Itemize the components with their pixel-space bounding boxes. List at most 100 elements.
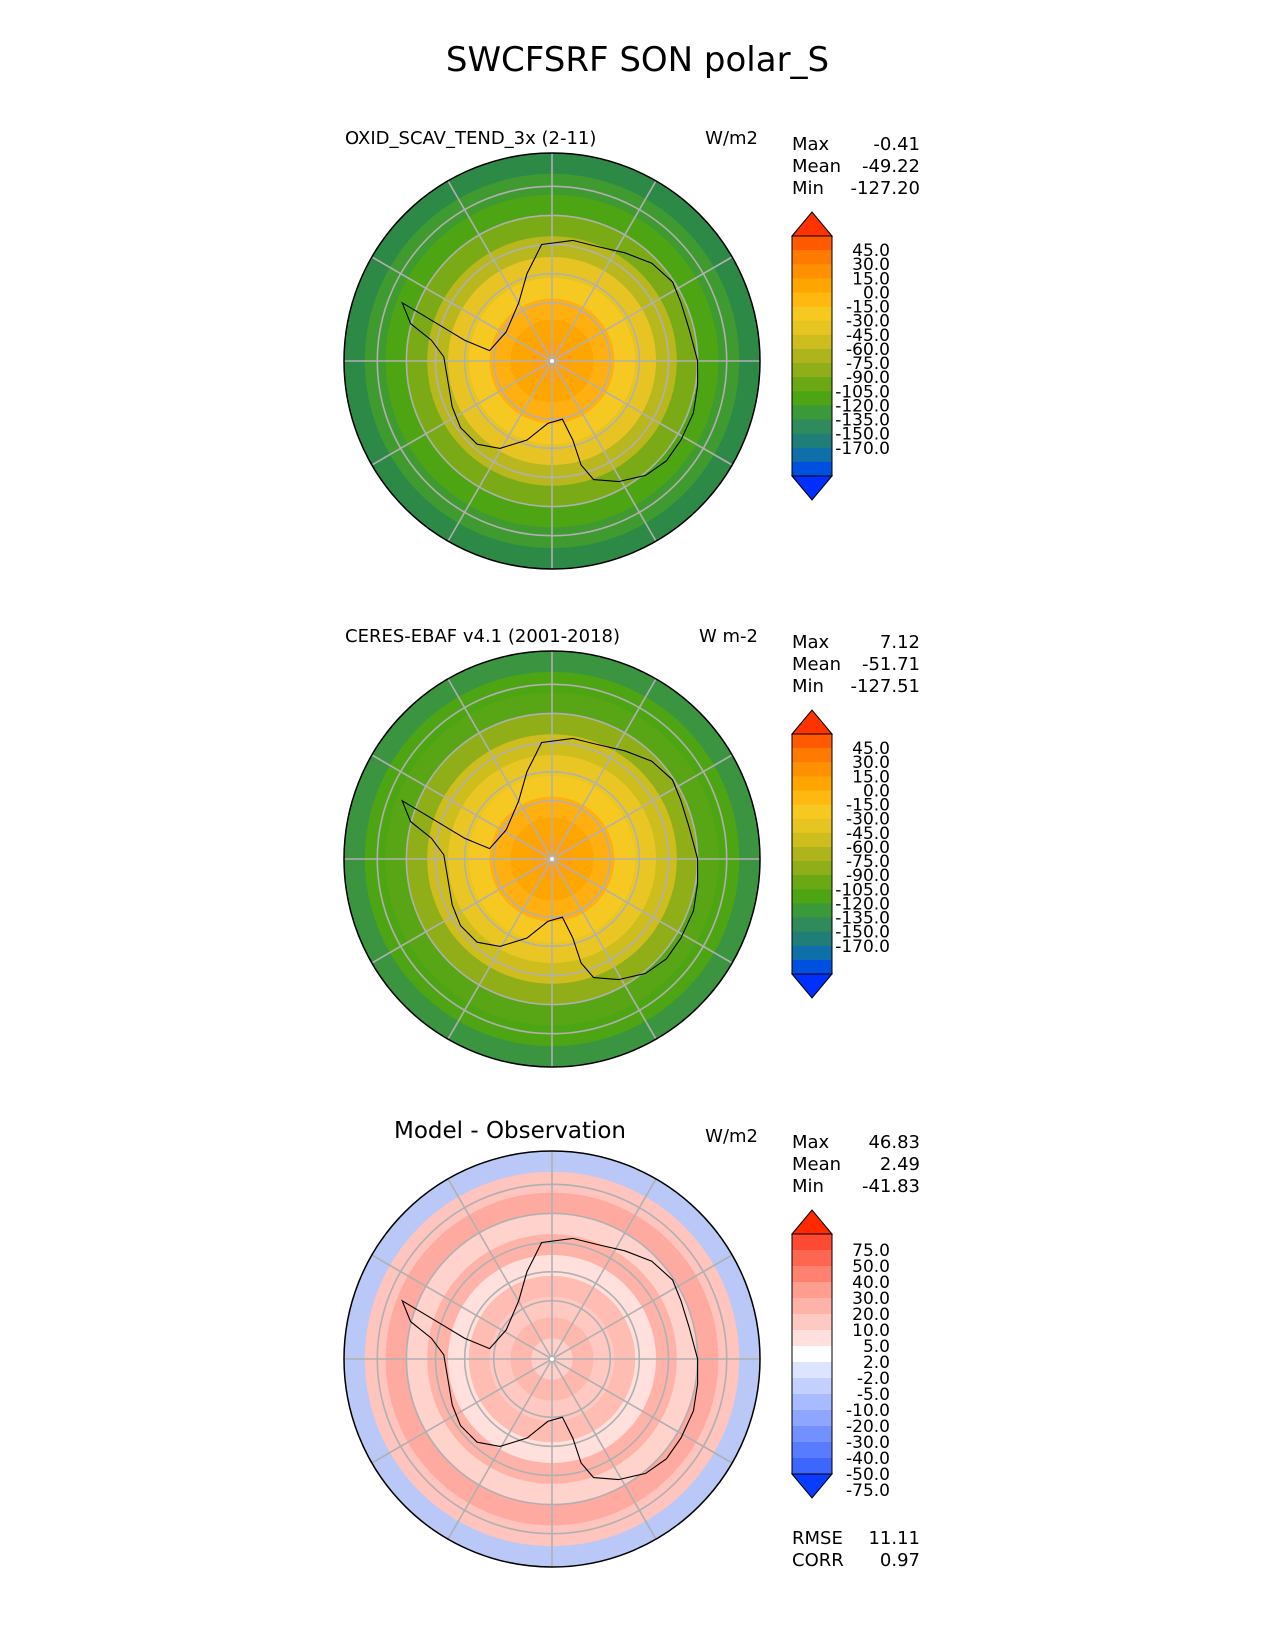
meridian-gridline — [551, 1254, 733, 1360]
meridian-gridline — [551, 180, 657, 362]
colorbar-segment — [792, 461, 832, 477]
meridian-gridline — [447, 858, 553, 1040]
colorbar-tick-label: 40.0 — [852, 1273, 890, 1293]
colorbar-segment — [792, 264, 832, 279]
colorbar-segment — [792, 832, 832, 848]
colorbar-segment — [792, 447, 832, 463]
colorbar-segment — [792, 818, 832, 834]
colorbar-tick-label: -40.0 — [846, 1449, 890, 1469]
panel-diff: Model - Observation W/m2 Max 46.83 Mean 2.… — [0, 1118, 1275, 1606]
colorbar-segment — [792, 278, 832, 293]
colorbar-segment — [792, 419, 832, 435]
meridian-gridline — [371, 1254, 553, 1360]
pole-marker — [550, 1357, 554, 1361]
colorbar-segment — [792, 945, 832, 961]
colorbar-tick-label: -90.0 — [846, 368, 890, 388]
panel-test: OXID_SCAV_TEND_3x (2-11) W/m2 Max -0.41 M… — [0, 128, 1275, 608]
colorbar-segment — [792, 1234, 832, 1251]
colorbar-segment — [792, 1282, 832, 1299]
antarctica-coastline — [401, 1237, 699, 1481]
colorbar-segment — [792, 931, 832, 947]
colorbar-segment — [792, 959, 832, 975]
stats-box: Max 7.12 Mean -51.71 Min -127.51 — [792, 632, 920, 698]
colorbar-tick-label: -30.0 — [846, 1433, 890, 1453]
colorbar-tick-label: 15.0 — [852, 269, 890, 289]
colorbar-tick-label: 45.0 — [852, 241, 890, 261]
colorbar-segment — [792, 1362, 832, 1379]
stat-mean: Mean -51.71 — [792, 654, 920, 675]
meridian-gridline — [371, 1358, 553, 1464]
colorbar-tick-label: -170.0 — [835, 937, 890, 957]
colorbar-segment — [792, 320, 832, 336]
colorbar-tick-label: -60.0 — [846, 838, 890, 858]
panel-obs: CERES-EBAF v4.1 (2001-2018) W m-2 Max 7.1… — [0, 626, 1275, 1106]
stat-min: Min -127.20 — [792, 178, 920, 199]
colorbar-tick-label: 20.0 — [852, 1305, 890, 1325]
colorbar-tick-label: 5.0 — [863, 1337, 890, 1357]
colorbar-segment — [792, 804, 832, 820]
colorbar-segment — [792, 917, 832, 933]
colorbar-segment — [792, 790, 832, 806]
colorbar-tick-label: -15.0 — [846, 298, 890, 318]
colorbar-tick-label: 45.0 — [852, 739, 890, 759]
meridian-gridline — [371, 360, 553, 466]
colorbar-tick-label: 0.0 — [863, 781, 890, 801]
colorbar-tick-label: -20.0 — [846, 1417, 890, 1437]
meridian-gridline — [447, 678, 553, 860]
colorbar-segment — [792, 377, 832, 392]
colorbar-tick-label: 15.0 — [852, 767, 890, 787]
colorbar-tick-label: -120.0 — [835, 894, 890, 914]
colorbar-tick-label: 75.0 — [852, 1241, 890, 1261]
pole-marker — [550, 359, 554, 363]
colorbar: 45.030.015.00.0-15.0-30.0-45.0-60.0-75.0… — [790, 709, 890, 999]
colorbar-segment — [792, 306, 832, 322]
stat-max: Max -0.41 — [792, 134, 920, 155]
panel-title: Model - Observation — [393, 1118, 627, 1144]
colorbar-segment — [792, 405, 832, 421]
colorbar-tick-label: 30.0 — [852, 753, 890, 773]
meridian-gridline — [371, 256, 553, 362]
figure-title: SWCFSRF SON polar_S — [445, 40, 830, 80]
stat-mean: Mean 2.49 — [792, 1154, 920, 1175]
antarctica-coastline — [401, 239, 699, 483]
colorbar-segment — [792, 762, 832, 777]
colorbar-segment — [792, 250, 832, 265]
meridian-gridline — [551, 360, 657, 542]
colorbar-tick-label: 0.0 — [863, 283, 890, 303]
colorbar-segment — [792, 776, 832, 791]
colorbar-segment — [792, 348, 832, 364]
stat-mean: Mean -49.22 — [792, 156, 920, 177]
colorbar-tick-label: -135.0 — [835, 909, 890, 929]
colorbar-tick-label: -60.0 — [846, 340, 890, 360]
meridian-gridline — [551, 1358, 657, 1540]
colorbar-tick-label: -150.0 — [835, 923, 890, 943]
colorbar-extend-max — [790, 709, 834, 735]
stats-box: Max -0.41 Mean -49.22 Min -127.20 — [792, 134, 920, 200]
colorbar-segment — [792, 861, 832, 876]
colorbar-segment — [792, 391, 832, 406]
colorbar-extend-min — [790, 973, 834, 999]
meridian-gridline — [371, 858, 553, 964]
colorbar-segment — [792, 1410, 832, 1427]
colorbar-tick-label: -75.0 — [846, 852, 890, 872]
colorbar-segment — [792, 292, 832, 308]
colorbar-tick-label: -30.0 — [846, 810, 890, 830]
stat-min: Min -127.51 — [792, 676, 920, 697]
colorbar-tick-label: -105.0 — [835, 382, 890, 402]
colorbar-segment — [792, 1378, 832, 1395]
colorbar-segment — [792, 1346, 832, 1363]
colorbar-segment — [792, 1250, 832, 1267]
colorbar-tick-label: -2.0 — [857, 1369, 890, 1389]
colorbar-segment — [792, 846, 832, 862]
meridian-gridline — [551, 1178, 657, 1360]
colorbar-tick-label: -75.0 — [846, 1481, 890, 1501]
colorbar-segment — [792, 1426, 832, 1443]
colorbar-tick-label: -120.0 — [835, 396, 890, 416]
meridian-gridline — [447, 1178, 553, 1360]
panel-units: W m-2 — [698, 626, 758, 647]
pole-marker — [550, 857, 554, 861]
colorbar-tick-label: 30.0 — [852, 255, 890, 275]
stats-box: Max 46.83 Mean 2.49 Min -41.83 — [792, 1132, 920, 1198]
colorbar-tick-label: -135.0 — [835, 411, 890, 431]
colorbar-extend-min — [790, 1473, 834, 1499]
